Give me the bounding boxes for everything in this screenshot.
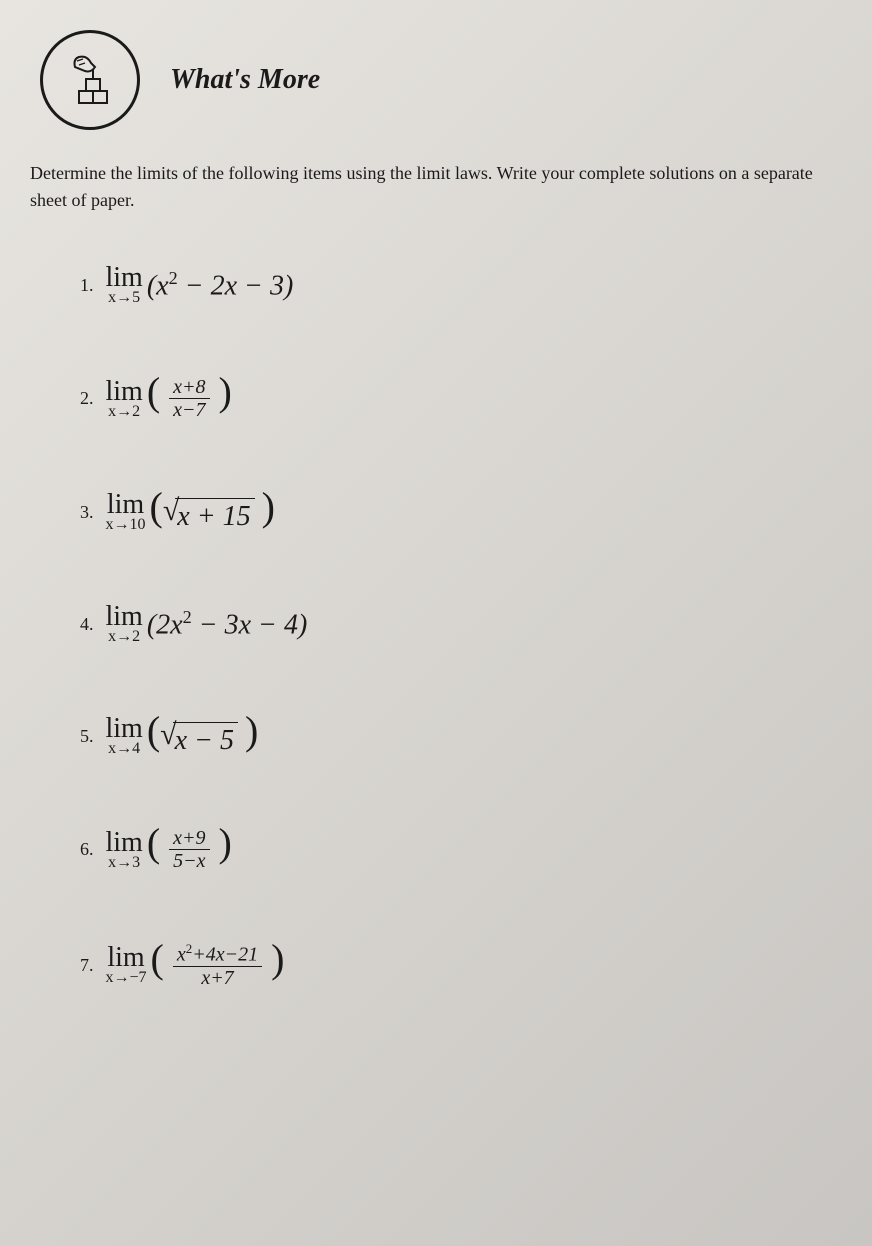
math-expression: lim x→3 ( x+9 5−x ) [106,827,232,872]
hand-blocks-icon [40,30,140,130]
fraction: x+8 x−7 [169,376,209,421]
numerator: x+9 [169,827,209,850]
polynomial-expr: (x2 − 2x − 3) [147,268,293,302]
problem-item: 3. lim x→10 (√x + 15 ) [80,491,832,533]
fraction-expr: ( x+9 5−x ) [147,827,232,872]
denominator: 5−x [169,850,209,872]
problem-number: 2. [80,388,94,409]
numerator: x2+4x−21 [173,942,262,967]
problem-number: 4. [80,614,94,635]
math-expression: lim x→−7 ( x2+4x−21 x+7 ) [106,942,285,989]
problem-number: 7. [80,955,94,976]
square-root: √x + 15 [163,494,255,533]
limit-notation: lim x→3 [106,829,143,871]
problem-number: 1. [80,275,94,296]
limit-word: lim [106,378,143,406]
limit-approach: x→4 [108,741,140,757]
section-title: What's More [170,64,320,96]
problems-list: 1. lim x→5 (x2 − 2x − 3) 2. lim x→2 ( x+… [40,264,832,989]
denominator: x−7 [169,399,209,421]
limit-word: lim [106,715,143,743]
problem-item: 1. lim x→5 (x2 − 2x − 3) [80,264,832,306]
stacking-blocks-svg [55,45,125,115]
fraction: x+9 5−x [169,827,209,872]
limit-word: lim [106,829,143,857]
limit-approach: x→2 [108,404,140,420]
limit-approach: x→2 [108,629,140,645]
problem-item: 7. lim x→−7 ( x2+4x−21 x+7 ) [80,942,832,989]
math-expression: lim x→2 (2x2 − 3x − 4) [106,603,308,645]
problem-number: 6. [80,839,94,860]
limit-word: lim [107,491,144,519]
radicand: x + 15 [175,498,254,533]
problem-number: 5. [80,726,94,747]
math-expression: lim x→5 (x2 − 2x − 3) [106,264,294,306]
limit-approach: x→3 [108,855,140,871]
limit-approach: x→10 [106,517,146,533]
limit-notation: lim x→10 [106,491,146,533]
limit-word: lim [107,944,144,972]
fraction-expr: ( x2+4x−21 x+7 ) [151,942,285,989]
fraction-expr: ( x+8 x−7 ) [147,376,232,421]
section-header: What's More [40,30,832,130]
limit-approach: x→5 [108,290,140,306]
numerator: x+8 [169,376,209,399]
limit-word: lim [106,264,143,292]
problem-number: 3. [80,502,94,523]
limit-notation: lim x→−7 [106,944,147,986]
problem-item: 5. lim x→4 (√x − 5 ) [80,715,832,757]
denominator: x+7 [197,967,237,989]
limit-notation: lim x→2 [106,603,143,645]
math-expression: lim x→10 (√x + 15 ) [106,491,275,533]
limit-approach: x→−7 [106,970,147,986]
problem-item: 6. lim x→3 ( x+9 5−x ) [80,827,832,872]
polynomial-expr: (2x2 − 3x − 4) [147,607,307,641]
sqrt-expr: (√x − 5 ) [147,715,258,757]
sqrt-expr: (√x + 15 ) [150,491,275,533]
limit-notation: lim x→2 [106,378,143,420]
square-root: √x − 5 [160,718,238,757]
math-expression: lim x→2 ( x+8 x−7 ) [106,376,232,421]
problem-item: 2. lim x→2 ( x+8 x−7 ) [80,376,832,421]
math-expression: lim x→4 (√x − 5 ) [106,715,259,757]
limit-word: lim [106,603,143,631]
problem-item: 4. lim x→2 (2x2 − 3x − 4) [80,603,832,645]
limit-notation: lim x→5 [106,264,143,306]
instructions-text: Determine the limits of the following it… [30,160,832,214]
fraction: x2+4x−21 x+7 [173,942,262,989]
limit-notation: lim x→4 [106,715,143,757]
radicand: x − 5 [173,722,238,757]
